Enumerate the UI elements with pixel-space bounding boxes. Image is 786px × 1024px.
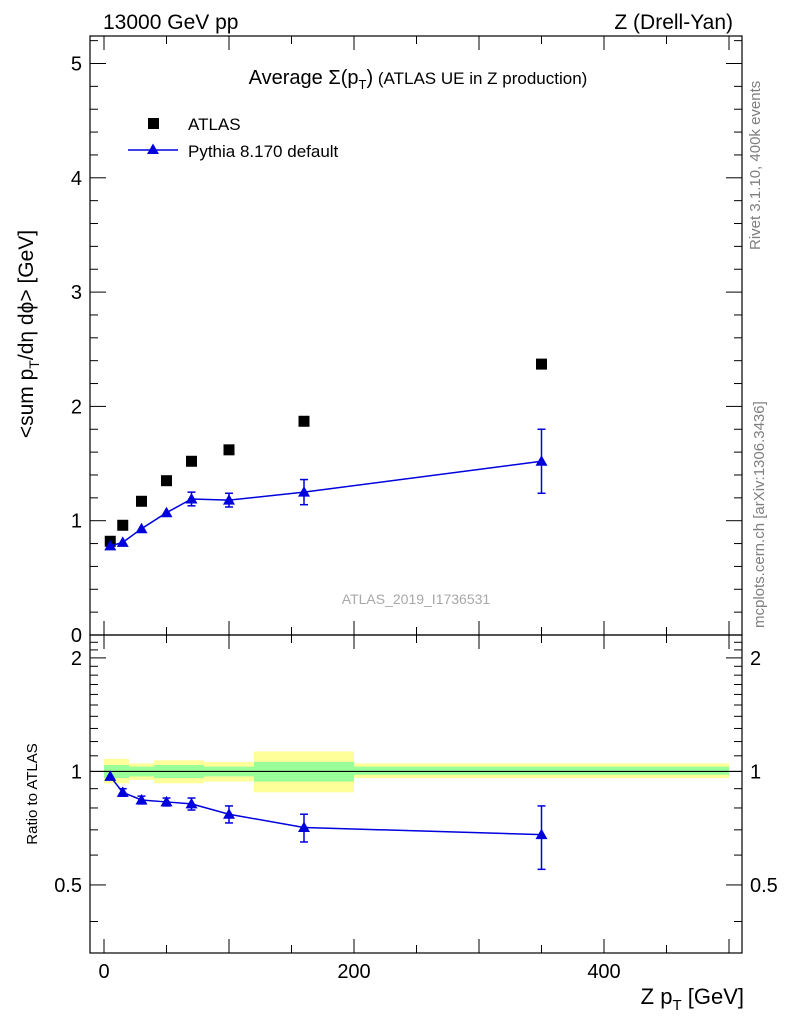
ratio-point [535, 828, 548, 840]
atlas-point [117, 519, 129, 531]
pythia-point [104, 539, 117, 551]
header-left: 13000 GeV pp [103, 11, 238, 34]
ratio-y-tick-label: 1 [71, 761, 82, 783]
x-tick-label: 200 [337, 961, 370, 983]
atlas-point [223, 444, 235, 456]
legend: ATLAS Pythia 8.170 default [128, 115, 339, 161]
ratio-point [160, 795, 173, 807]
pythia-point [535, 455, 548, 466]
y-tick-label: 2 [71, 396, 82, 418]
ratio-frame [89, 634, 743, 954]
y-tick-label: 1 [71, 511, 82, 533]
x-tick-label: 400 [587, 961, 620, 983]
legend-pythia-label: Pythia 8.170 default [188, 142, 339, 161]
legend-atlas-marker [148, 118, 159, 129]
rivet-version-label: Rivet 3.1.10, 400k events [747, 81, 764, 250]
x-tick-label: 0 [98, 961, 109, 983]
ratio-point [104, 770, 117, 781]
pythia-point [223, 494, 235, 505]
main-ylabel: <sum pT/dη dϕ> [GeV] [15, 230, 42, 438]
ratio-point [185, 797, 198, 809]
y-tick-label: 4 [71, 168, 82, 190]
main-panel: 0 1 2 3 4 5 Average Σ(pT) (ATLAS UE in Z prod… [15, 35, 743, 647]
source-label: mcplots.cern.ch [arXiv:1306.3436] [751, 401, 768, 628]
pythia-point [135, 522, 148, 534]
pythia-point [160, 506, 173, 518]
ratio-xlabel: Z pT [GeV] [641, 984, 744, 1014]
pythia-line [110, 460, 542, 547]
ratio-point [298, 821, 310, 833]
ratio-point [135, 793, 148, 805]
pythia-point [116, 536, 129, 547]
ratio-point [116, 786, 129, 797]
legend-pythia-marker [147, 143, 159, 154]
atlas-point [536, 358, 547, 370]
y-tick-label: 0 [71, 625, 82, 647]
ratio-y-tick-label-right: 2 [750, 648, 761, 670]
legend-atlas-label: ATLAS [188, 115, 241, 134]
ratio-ylabel: Ratio to ATLAS [24, 743, 41, 844]
ratio-y-tick-label-right: 0.5 [750, 875, 778, 897]
analysis-watermark: ATLAS_2019_I1736531 [342, 591, 491, 607]
atlas-point [186, 455, 197, 467]
ratio-point [223, 808, 235, 819]
pythia-point [298, 486, 310, 497]
ratio-panel: 0.5 0.5 1 1 2 2 0 200 400 Ratio to ATLAS Z pT [G… [24, 634, 778, 1014]
uncertainty-band-green [354, 766, 729, 775]
atlas-point [298, 415, 310, 427]
ratio-y-tick-label-right: 1 [750, 761, 761, 783]
main-title: Average Σ(pT) (ATLAS UE in Z production) [249, 67, 588, 92]
atlas-point [136, 495, 147, 507]
pythia-point [185, 492, 198, 504]
ratio-y-tick-label: 0.5 [54, 875, 82, 897]
y-tick-label: 3 [71, 282, 82, 304]
ratio-y-tick-label: 2 [71, 648, 82, 670]
atlas-point [161, 475, 172, 487]
y-tick-label: 5 [71, 54, 82, 76]
header-right: Z (Drell-Yan) [614, 11, 733, 34]
